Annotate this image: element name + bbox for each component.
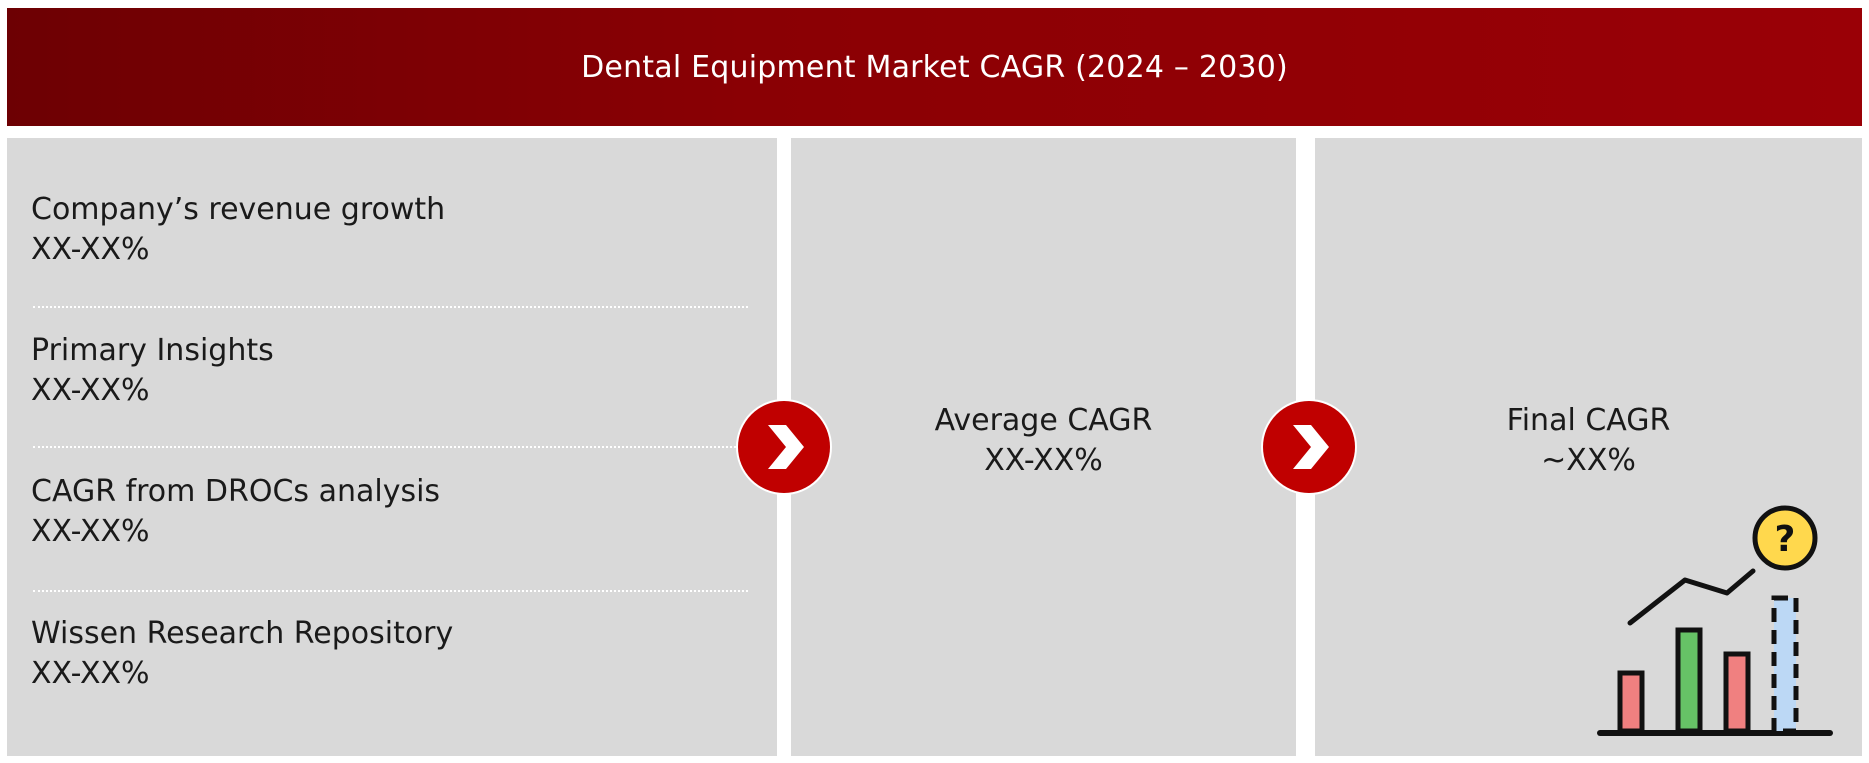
source-item: Primary Insights XX-XX%: [31, 331, 274, 411]
source-value: XX-XX%: [31, 232, 150, 267]
diagram-title-text: Dental Equipment Market CAGR (2024 – 203…: [581, 49, 1288, 85]
source-item: CAGR from DROCs analysis XX-XX%: [31, 472, 440, 552]
average-value: XX-XX%: [984, 443, 1103, 478]
final-value: ~XX%: [1541, 443, 1636, 478]
source-item: Company’s revenue growth XX-XX%: [31, 190, 445, 270]
average-label: Average CAGR: [934, 403, 1153, 438]
svg-text:?: ?: [1775, 519, 1796, 560]
average-panel: Average CAGR XX-XX%: [791, 138, 1296, 756]
sources-panel: Company’s revenue growth XX-XX% Primary …: [7, 138, 777, 756]
final-label: Final CAGR: [1506, 403, 1671, 438]
chevron-right-icon: [1263, 401, 1355, 493]
final-panel: Final CAGR ~XX% ?: [1315, 138, 1862, 756]
growth-chart-question-icon: ?: [1597, 505, 1833, 736]
source-label: CAGR from DROCs analysis: [31, 474, 441, 509]
source-value: XX-XX%: [31, 656, 150, 691]
diagram-title: Dental Equipment Market CAGR (2024 – 203…: [7, 8, 1862, 126]
average-block: Average CAGR XX-XX%: [791, 401, 1296, 481]
source-value: XX-XX%: [31, 373, 150, 408]
source-divider: [33, 590, 748, 592]
source-label: Wissen Research Repository: [31, 616, 454, 651]
source-label: Company’s revenue growth: [31, 192, 446, 227]
source-divider: [33, 306, 748, 308]
source-label: Primary Insights: [31, 333, 274, 368]
source-divider: [33, 446, 748, 448]
chevron-right-icon: [738, 401, 830, 493]
source-value: XX-XX%: [31, 514, 150, 549]
source-item: Wissen Research Repository XX-XX%: [31, 614, 453, 694]
final-block: Final CAGR ~XX%: [1315, 401, 1862, 481]
